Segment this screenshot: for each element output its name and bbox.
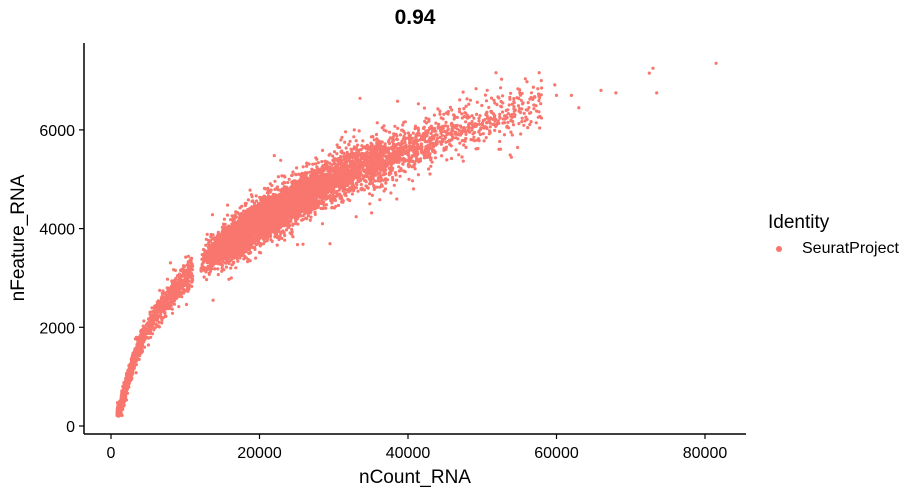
x-tick-label: 0	[107, 445, 116, 462]
x-tick-label: 40000	[386, 445, 431, 462]
x-tick-label: 60000	[534, 445, 579, 462]
data-points	[115, 61, 718, 418]
x-axis-ticks: 0 20000 40000 60000 80000	[107, 434, 728, 462]
legend-label: SeuratProject	[802, 240, 899, 257]
legend-title: Identity	[768, 212, 830, 233]
x-tick-label: 80000	[683, 445, 728, 462]
y-axis-title: nFeature_RNA	[8, 174, 29, 301]
legend: Identity SeuratProject	[768, 212, 899, 258]
y-axis-ticks: 0 2000 4000 6000	[39, 123, 84, 436]
x-tick-label: 20000	[237, 445, 282, 462]
y-tick-label: 6000	[39, 123, 75, 140]
y-tick-label: 4000	[39, 222, 75, 239]
y-tick-label: 0	[66, 419, 75, 436]
chart-title: 0.94	[394, 6, 436, 29]
scatter-points	[115, 61, 718, 418]
legend-item-seuratproject: SeuratProject	[768, 240, 899, 258]
y-tick-label: 2000	[39, 320, 75, 337]
legend-point-icon	[776, 246, 782, 252]
x-axis-title: nCount_RNA	[359, 467, 471, 488]
